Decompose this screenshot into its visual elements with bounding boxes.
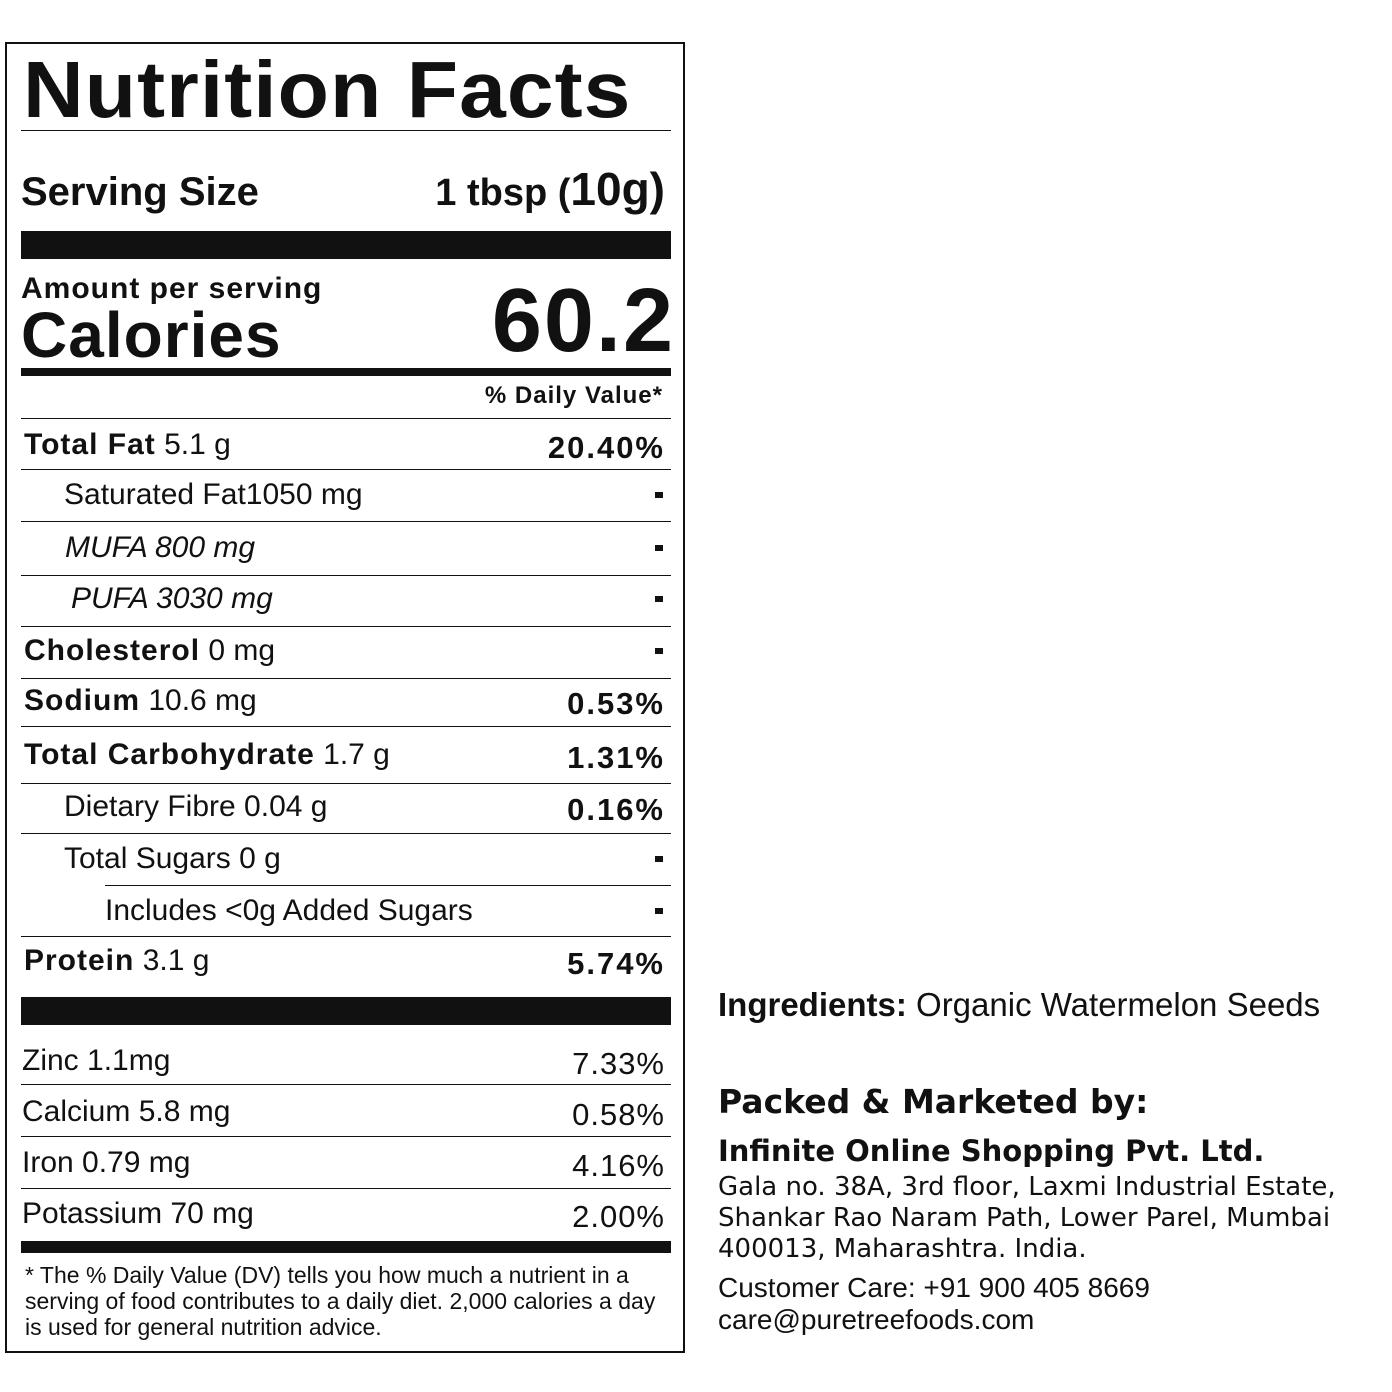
row-rule — [21, 575, 671, 576]
address-line: 400013, Maharashtra. India. — [718, 1234, 1087, 1264]
thick-divider-minerals — [21, 997, 671, 1025]
serving-size-value: 1 tbsp (10g) — [435, 163, 665, 215]
mineral-row: Calcium 5.8 mg 0.58% — [21, 1087, 671, 1135]
ingredients-label: Ingredients: — [718, 986, 907, 1023]
row-rule — [21, 833, 671, 834]
contact-info: Customer Care: +91 900 405 8669 care@pur… — [718, 1272, 1150, 1336]
row-rule — [21, 469, 671, 470]
nutrient-row: PUFA 3030 mg — [21, 574, 671, 622]
row-rule — [21, 1188, 671, 1189]
serving-size-label: Serving Size — [21, 170, 259, 214]
nutrient-dv-dash — [655, 492, 663, 498]
calories-value: 60.2 — [491, 271, 675, 371]
row-rule — [21, 626, 671, 627]
mineral-row: Potassium 70 mg 2.00% — [21, 1189, 671, 1237]
mineral-name: Zinc 1.1mg — [22, 1044, 171, 1077]
daily-value-footnote: * The % Daily Value (DV) tells you how m… — [25, 1262, 656, 1340]
nutrient-dv-dash — [655, 856, 663, 862]
packed-marketed-label: Packed & Marketed by: — [718, 1082, 1149, 1121]
mineral-name: Potassium 70 mg — [22, 1197, 254, 1230]
nutrient-name: Includes <0g Added Sugars — [105, 894, 473, 927]
nutrient-row: Total Carbohydrate 1.7 g 1.31% — [21, 730, 671, 778]
address-line: Shankar Rao Naram Path, Lower Parel, Mum… — [718, 1203, 1331, 1233]
nutrient-dv-dash — [655, 908, 663, 914]
nutrition-facts-panel: Nutrition Facts Serving Size 1 tbsp (10g… — [5, 42, 685, 1353]
nutrient-name: Protein 3.1 g — [24, 944, 210, 977]
row-rule — [21, 726, 671, 727]
nutrient-name: MUFA 800 mg — [65, 531, 256, 564]
nutrient-row: Cholesterol 0 mg — [21, 626, 671, 674]
row-rule — [21, 521, 671, 522]
mineral-dv: 2.00% — [572, 1199, 665, 1234]
row-rule — [105, 885, 671, 886]
nutrient-name: Total Sugars 0 g — [64, 842, 281, 875]
nutrient-name: Saturated Fat1050 mg — [64, 478, 363, 511]
row-rule — [21, 1084, 671, 1085]
daily-value-header: % Daily Value* — [484, 382, 663, 409]
nutrient-dv: 20.40% — [547, 430, 665, 465]
nutrient-name: Dietary Fibre 0.04 g — [64, 790, 328, 823]
mineral-row: Iron 0.79 mg 4.16% — [21, 1138, 671, 1186]
title-rule — [21, 130, 671, 131]
nutrient-name: Sodium 10.6 mg — [24, 684, 257, 717]
ingredients-text: Organic Watermelon Seeds — [906, 986, 1321, 1023]
thick-divider-top — [21, 231, 671, 259]
nutrient-row: Includes <0g Added Sugars — [21, 886, 671, 934]
address-line: Gala no. 38A, 3rd floor, Laxmi Industria… — [718, 1172, 1336, 1202]
nutrient-name: Cholesterol 0 mg — [24, 634, 276, 667]
nutrient-dv: 0.16% — [567, 792, 665, 827]
nutrient-row: Saturated Fat1050 mg — [21, 470, 671, 518]
mineral-row: Zinc 1.1mg 7.33% — [21, 1036, 671, 1084]
amount-per-serving-label: Amount per serving — [21, 272, 323, 305]
ingredients-line: Ingredients: Organic Watermelon Seeds — [718, 986, 1320, 1024]
row-rule — [21, 418, 671, 419]
mineral-dv: 0.58% — [572, 1097, 665, 1132]
nutrient-row: MUFA 800 mg — [21, 523, 671, 571]
medium-divider — [21, 368, 671, 376]
nutrient-row: Total Fat 5.1 g 20.40% — [21, 420, 671, 468]
customer-care-phone: Customer Care: +91 900 405 8669 — [718, 1272, 1150, 1303]
footer-divider — [21, 1241, 671, 1253]
nutrition-title: Nutrition Facts — [23, 45, 632, 134]
nutrient-row: Dietary Fibre 0.04 g 0.16% — [21, 782, 671, 830]
nutrient-name: PUFA 3030 mg — [71, 582, 273, 615]
nutrient-dv: 1.31% — [567, 740, 665, 775]
nutrient-dv-dash — [655, 648, 663, 654]
nutrient-dv-dash — [655, 545, 663, 551]
nutrient-name: Total Fat 5.1 g — [24, 428, 231, 461]
nutrient-row: Protein 3.1 g 5.74% — [21, 936, 671, 984]
mineral-dv: 4.16% — [572, 1148, 665, 1183]
company-address: Gala no. 38A, 3rd floor, Laxmi Industria… — [718, 1172, 1390, 1265]
mineral-name: Iron 0.79 mg — [22, 1146, 191, 1179]
row-rule — [21, 936, 671, 937]
row-rule — [21, 678, 671, 679]
nutrient-name: Total Carbohydrate 1.7 g — [24, 738, 390, 771]
company-name: Infinite Online Shopping Pvt. Ltd. — [718, 1134, 1265, 1168]
row-rule — [21, 1136, 671, 1137]
calories-label: Calories — [21, 299, 282, 371]
row-rule — [21, 783, 671, 784]
customer-care-email: care@puretreefoods.com — [718, 1304, 1035, 1335]
mineral-dv: 7.33% — [572, 1046, 665, 1081]
nutrient-dv: 5.74% — [567, 946, 665, 981]
mineral-name: Calcium 5.8 mg — [22, 1095, 231, 1128]
nutrient-row: Sodium 10.6 mg 0.53% — [21, 676, 671, 724]
nutrient-dv: 0.53% — [567, 686, 665, 721]
nutrient-dv-dash — [655, 596, 663, 602]
nutrient-row: Total Sugars 0 g — [21, 834, 671, 882]
